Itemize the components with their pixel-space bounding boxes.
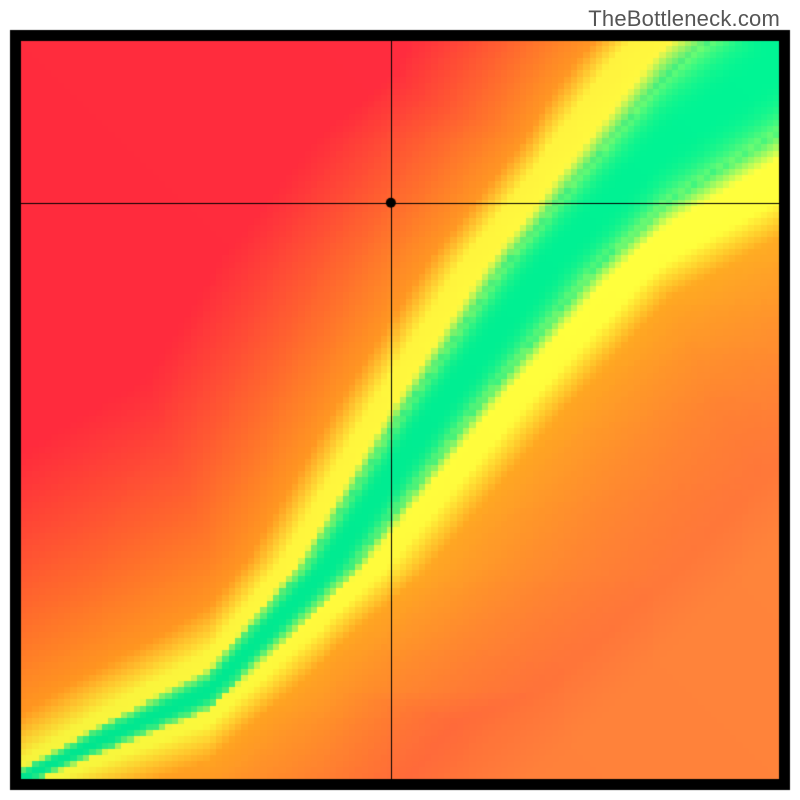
- watermark-text: TheBottleneck.com: [588, 6, 780, 32]
- heatmap-canvas: [0, 0, 800, 800]
- chart-container: TheBottleneck.com: [0, 0, 800, 800]
